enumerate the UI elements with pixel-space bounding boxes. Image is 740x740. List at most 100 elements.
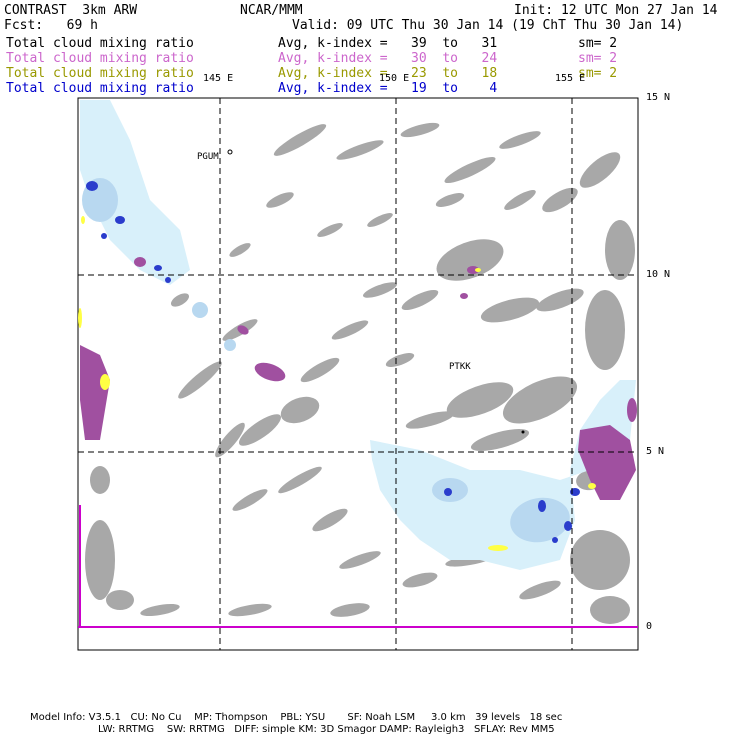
gray-cloud-patch	[330, 603, 370, 617]
gray-cloud-patch	[229, 243, 251, 257]
field-sm-3: sm= 2	[578, 66, 618, 81]
gray-cloud-patch	[470, 429, 530, 451]
gray-cloud-patch	[140, 603, 180, 617]
gray-cloud-patch	[280, 396, 320, 424]
lat-lon-grid	[78, 97, 638, 650]
purple-cloud-patch	[80, 345, 110, 440]
station-marker-ptkk	[521, 430, 525, 434]
lon-label-145: 145 E	[203, 73, 234, 84]
field-name-1: Total cloud mixing ratio	[6, 36, 194, 51]
gray-cloud-patch	[585, 290, 625, 370]
gray-cloud-patch	[400, 122, 440, 138]
gray-cloud-patch	[519, 580, 561, 600]
purple-cloud-patch	[627, 398, 637, 422]
yellow-cloud-patch	[475, 268, 481, 272]
gray-cloud-patch	[232, 489, 268, 511]
darkblue-cloud-core	[101, 233, 107, 239]
map-frame	[77, 97, 639, 651]
purple-cloud-patch	[237, 325, 249, 335]
gray-cloud-patch	[215, 422, 245, 458]
gray-cloud-patch	[570, 530, 630, 590]
lat-label-15: 15 N	[646, 92, 671, 103]
field-sm-2: sm= 2	[578, 51, 618, 66]
lon-label-155: 155 E	[555, 73, 586, 84]
yellow-cloud-patch	[488, 545, 508, 551]
gray-cloud-patch	[331, 320, 369, 340]
darkblue-cloud-core	[86, 181, 98, 191]
gray-cloud-patch	[436, 239, 504, 281]
yellow-cloud-patch	[78, 308, 82, 328]
station-label-ptkk: PTKK	[449, 362, 471, 372]
field-stat-1: Avg, k-index = 39 to 31	[278, 36, 498, 51]
gray-cloud-patch	[536, 288, 584, 312]
gray-cloud-patch	[228, 603, 272, 617]
gray-cloud-patch	[405, 411, 455, 429]
darkblue-cloud-core	[154, 265, 162, 271]
darkblue-cloud-core	[552, 537, 558, 543]
gray-cloud-patch	[590, 596, 630, 624]
gray-cloud-patch	[542, 187, 578, 213]
gray-cloud-patch	[317, 223, 343, 237]
purple-cloud-layer	[80, 257, 637, 500]
gray-cloud-patch	[178, 361, 222, 399]
gray-cloud-patch	[502, 376, 578, 424]
darkblue-cloud-core	[538, 500, 546, 512]
gray-cloud-patch	[266, 192, 294, 208]
station-label-pgum: PGUM	[197, 152, 219, 162]
field-name-4: Total cloud mixing ratio	[6, 81, 194, 96]
gray-cloud-patch	[367, 213, 393, 227]
gray-cloud-patch	[278, 466, 322, 494]
field-name-2: Total cloud mixing ratio	[6, 51, 194, 66]
gray-cloud-patch	[385, 353, 415, 367]
gray-cloud-patch	[402, 572, 438, 588]
lightblue-cloud-region	[80, 100, 190, 285]
gray-cloud-patch	[336, 140, 384, 160]
lat-label-10: 10 N	[646, 269, 671, 280]
lat-label-5: 5 N	[646, 446, 665, 457]
midblue-cloud-region	[192, 302, 208, 318]
lat-label-0: 0	[646, 621, 653, 632]
purple-cloud-patch	[467, 266, 479, 274]
valid-time: Valid: 09 UTC Thu 30 Jan 14 (19 ChT Thu …	[292, 18, 684, 33]
yellow-cloud-patch	[81, 216, 85, 224]
midblue-cloud-region	[510, 497, 570, 543]
gray-cloud-patch	[362, 282, 398, 298]
gray-cloud-patch	[339, 551, 381, 569]
field-sm-1: sm= 2	[578, 36, 618, 51]
yellow-cloud-patch	[100, 374, 110, 390]
gray-cloud-patch	[504, 190, 536, 210]
model-title: CONTRAST 3km ARW	[4, 3, 138, 18]
purple-cloud-patch	[460, 293, 468, 299]
gray-cloud-patch	[273, 124, 327, 156]
model-info-line1: Model Info: V3.5.1 CU: No Cu MP: Thompso…	[30, 712, 563, 723]
darkblue-cloud-core	[444, 488, 452, 496]
gray-cloud-patch	[90, 466, 110, 494]
gray-cloud-patch	[579, 152, 621, 188]
gray-cloud-patch	[312, 508, 348, 532]
model-info-line2: LW: RRTMG SW: RRTMG DIFF: simple KM: 3D …	[98, 724, 555, 735]
gray-cloud-patch	[444, 156, 496, 184]
midblue-cloud-region	[224, 339, 236, 351]
gray-cloud-patch	[106, 590, 134, 610]
gray-cloud-patch	[85, 520, 115, 600]
init-time: Init: 12 UTC Mon 27 Jan 14	[514, 3, 718, 18]
lon-label-150: 150 E	[379, 73, 410, 84]
purple-cloud-patch	[578, 425, 636, 500]
gray-cloud-patch	[605, 220, 635, 280]
darkblue-cloud-core	[165, 277, 171, 283]
org-label: NCAR/MMM	[240, 3, 303, 18]
gray-cloud-patch	[170, 293, 190, 307]
yellow-cloud-layer	[78, 216, 596, 551]
forecast-hour: Fcst: 69 h	[4, 18, 98, 33]
field-stat-2: Avg, k-index = 30 to 24	[278, 51, 498, 66]
gray-cloud-patch	[499, 131, 541, 149]
station-marker-pgum	[227, 149, 233, 155]
purple-cloud-patch	[134, 257, 146, 267]
darkblue-cloud-core	[564, 521, 572, 531]
field-name-3: Total cloud mixing ratio	[6, 66, 194, 81]
darkblue-cloud-cores	[86, 181, 580, 543]
gray-cloud-patch	[446, 382, 514, 418]
darkblue-cloud-core	[115, 216, 125, 224]
field-stat-4: Avg, k-index = 19 to 4	[278, 81, 498, 96]
